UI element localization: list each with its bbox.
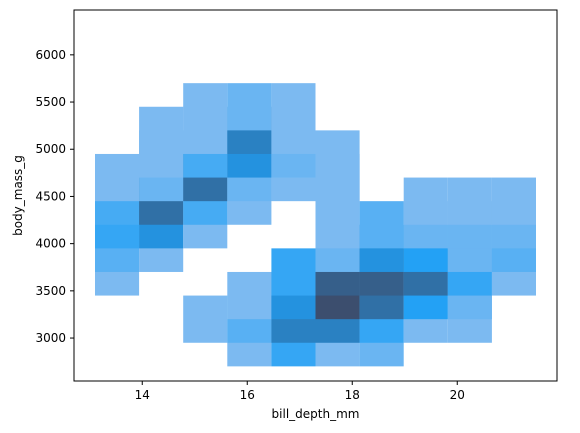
y-axis-label: body_mass_g <box>11 155 25 236</box>
heatmap-cell <box>315 130 360 178</box>
heatmap-cell <box>139 106 184 154</box>
y-tick-label: 3500 <box>35 284 66 298</box>
heatmap-cell <box>95 153 140 202</box>
y-tick-label: 3000 <box>35 331 66 345</box>
y-tick-label: 6000 <box>35 48 66 62</box>
heatmap-cell <box>183 83 228 131</box>
heatmap-cell <box>491 177 536 225</box>
y-tick-label: 5000 <box>35 142 66 156</box>
y-axis-ticks: 3000 3500 4000 4500 5000 5500 6000 <box>35 48 74 345</box>
x-tick-label: 14 <box>135 388 150 402</box>
heatmap-cell <box>271 248 316 296</box>
heatmap-cell <box>227 271 272 320</box>
heatmap-cell <box>271 83 316 131</box>
plot-frame <box>73 9 558 382</box>
heatmap-cell <box>403 177 448 225</box>
y-tick-label: 4000 <box>35 237 66 251</box>
heatmap-cell <box>359 201 404 249</box>
heatmap-cell <box>447 177 492 225</box>
heatmap-cells <box>95 83 536 367</box>
x-tick-label: 16 <box>240 388 255 402</box>
heatmap-cell <box>227 83 272 131</box>
x-tick-label: 18 <box>345 388 360 402</box>
y-tick-label: 5500 <box>35 95 66 109</box>
y-tick-label: 4500 <box>35 189 66 203</box>
x-axis-label: bill_depth_mm <box>272 407 360 421</box>
heatmap-cell <box>183 295 228 343</box>
x-axis-ticks: 14 16 18 20 <box>135 381 465 402</box>
x-tick-label: 20 <box>450 388 465 402</box>
